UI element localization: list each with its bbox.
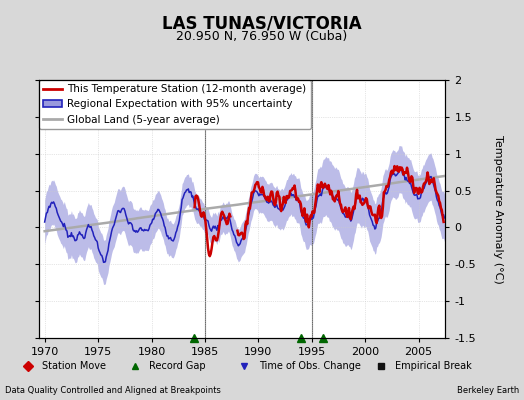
Text: Data Quality Controlled and Aligned at Breakpoints: Data Quality Controlled and Aligned at B… — [5, 386, 221, 395]
Y-axis label: Temperature Anomaly (°C): Temperature Anomaly (°C) — [493, 135, 503, 283]
Legend: This Temperature Station (12-month average), Regional Expectation with 95% uncer: This Temperature Station (12-month avera… — [39, 80, 311, 129]
Text: 20.950 N, 76.950 W (Cuba): 20.950 N, 76.950 W (Cuba) — [177, 30, 347, 43]
Text: Time of Obs. Change: Time of Obs. Change — [259, 361, 361, 371]
Text: Station Move: Station Move — [42, 361, 106, 371]
Text: Empirical Break: Empirical Break — [396, 361, 472, 371]
Text: Record Gap: Record Gap — [149, 361, 206, 371]
Text: LAS TUNAS/VICTORIA: LAS TUNAS/VICTORIA — [162, 14, 362, 32]
Text: Berkeley Earth: Berkeley Earth — [456, 386, 519, 395]
